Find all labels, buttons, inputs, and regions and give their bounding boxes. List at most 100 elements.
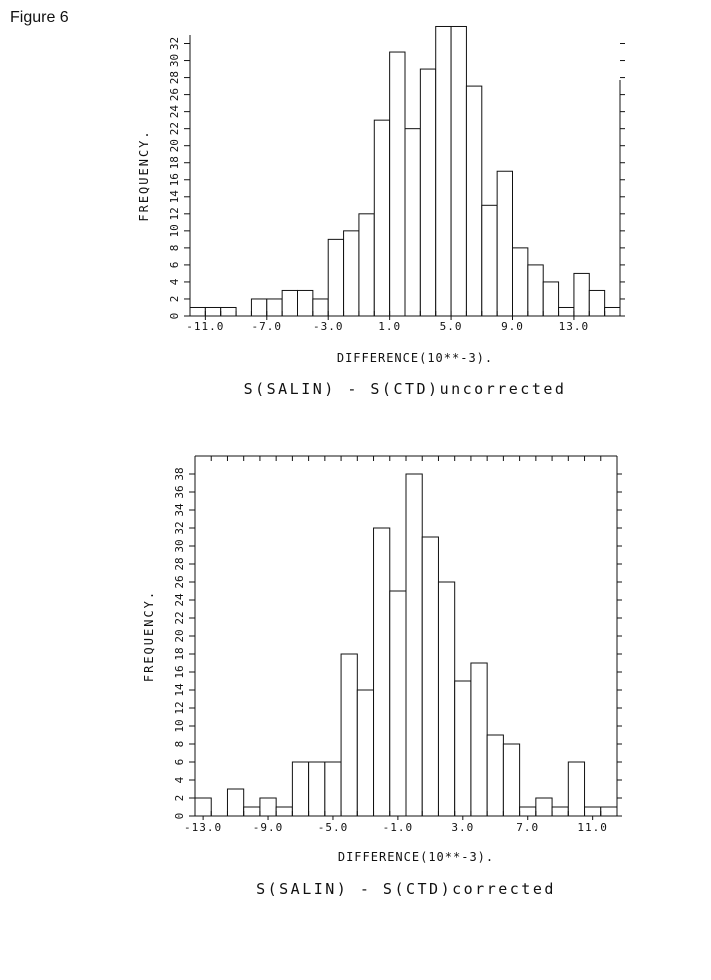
y-tick-label: 28 [173, 557, 186, 570]
histogram-bar [588, 289, 606, 317]
y-tick-label: 38 [173, 467, 186, 480]
histogram-bar [527, 264, 544, 317]
y-tick-label: 4 [168, 278, 181, 285]
x-tick-label: -5.0 [318, 821, 349, 834]
histogram-bar [281, 289, 298, 317]
histogram-bar [324, 761, 342, 817]
y-tick-label: 14 [173, 683, 186, 697]
y-tick-label: 32 [168, 37, 181, 50]
y-tick-label: 0 [168, 313, 181, 320]
y-tick-label: 18 [168, 156, 181, 169]
x-tick-label: 3.0 [451, 821, 474, 834]
y-tick-label: 34 [173, 503, 186, 517]
histogram-bar [551, 806, 569, 817]
histogram-bar [291, 761, 310, 817]
y-tick-label: 26 [168, 88, 181, 101]
y-tick-label: 24 [173, 593, 186, 607]
y-tick-label: 16 [173, 665, 186, 678]
histogram-bar [259, 797, 277, 817]
histogram-bar [389, 590, 407, 817]
y-tick-label: 30 [168, 54, 181, 67]
y-tick-label: 12 [168, 207, 181, 220]
y-tick-label: 12 [173, 701, 186, 714]
histogram-bar [308, 761, 326, 817]
y-tick-label: 14 [168, 190, 181, 204]
histogram-bar [226, 788, 245, 817]
histogram-bar [373, 527, 391, 817]
y-tick-label: 6 [168, 262, 181, 269]
y-tick-label: 26 [173, 575, 186, 588]
x-tick-label: 1.0 [378, 320, 401, 333]
y-tick-label: 22 [173, 611, 186, 624]
histogram-bar [356, 689, 375, 817]
histogram-bar [275, 806, 293, 817]
histogram-bar [340, 653, 358, 817]
y-tick-label: 20 [173, 629, 186, 642]
x-axis-title: DIFFERENCE(10**-3). [337, 351, 493, 365]
histogram-bar [421, 536, 439, 817]
histogram-bar [243, 806, 261, 817]
figure-label: Figure 6 [10, 9, 69, 26]
y-tick-label: 4 [173, 776, 186, 783]
chart-caption: S(SALIN) - S(CTD)uncorrected [244, 380, 567, 398]
histogram-bar [312, 298, 329, 317]
histogram-bar [465, 85, 483, 317]
x-tick-label: -1.0 [383, 821, 414, 834]
histogram-bar [419, 68, 437, 317]
x-tick-label: -9.0 [253, 821, 284, 834]
y-tick-label: 18 [173, 647, 186, 660]
y-tick-label: 8 [173, 741, 186, 748]
x-tick-label: -11.0 [186, 320, 224, 333]
histogram-bar [358, 213, 375, 317]
histogram-bar [542, 281, 560, 317]
y-tick-label: 6 [173, 759, 186, 766]
histogram-bar [512, 247, 529, 317]
histogram-bar [373, 119, 391, 317]
y-tick-label: 24 [168, 105, 181, 119]
y-axis-title: FREQUENCY. [142, 590, 156, 682]
histogram-bar [405, 473, 423, 817]
histogram-bar [454, 680, 472, 817]
y-tick-label: 0 [173, 813, 186, 820]
histogram-bar [204, 306, 222, 317]
histogram-bar [470, 662, 488, 817]
y-tick-label: 10 [168, 224, 181, 237]
y-tick-label: 30 [173, 539, 186, 552]
histogram-bar [297, 289, 314, 317]
histogram-bar [250, 298, 268, 317]
x-tick-label: -3.0 [313, 320, 344, 333]
histogram-bar [437, 581, 456, 817]
chart-caption: S(SALIN) - S(CTD)corrected [256, 880, 556, 898]
histogram-bar [584, 806, 602, 817]
histogram-bar [450, 25, 467, 317]
histogram-bar [343, 230, 360, 317]
y-tick-label: 36 [173, 485, 186, 498]
y-tick-label: 2 [168, 296, 181, 303]
histogram-bar [567, 761, 586, 817]
x-tick-label: 13.0 [559, 320, 590, 333]
y-tick-label: 2 [173, 795, 186, 802]
histogram-bar [558, 306, 575, 317]
histogram-bar [502, 743, 521, 817]
histogram-bar [535, 797, 553, 817]
histogram-bar [519, 806, 537, 817]
histogram-bar [604, 306, 621, 317]
histogram-bar [389, 51, 406, 317]
y-tick-label: 32 [173, 521, 186, 534]
histogram-uncorrected: -11.0 -7.0 -3.0 1.0 5.0 9.0 13.002468101214161… [137, 25, 625, 398]
histogram-bar [404, 128, 421, 317]
y-tick-label: 22 [168, 122, 181, 135]
x-tick-label: -7.0 [252, 320, 283, 333]
histogram-bar [220, 306, 237, 317]
histogram-bar [189, 306, 206, 317]
y-tick-label: 8 [168, 245, 181, 252]
x-tick-label: -13.0 [184, 821, 222, 834]
y-axis-title: FREQUENCY. [137, 129, 151, 221]
x-tick-label: 11.0 [577, 821, 608, 834]
x-axis-title: DIFFERENCE(10**-3). [338, 850, 494, 864]
histogram-bar [573, 272, 590, 317]
histogram-bar [266, 298, 283, 317]
y-tick-label: 28 [168, 71, 181, 84]
histogram-bar [496, 170, 513, 317]
histogram-bar [481, 204, 498, 317]
